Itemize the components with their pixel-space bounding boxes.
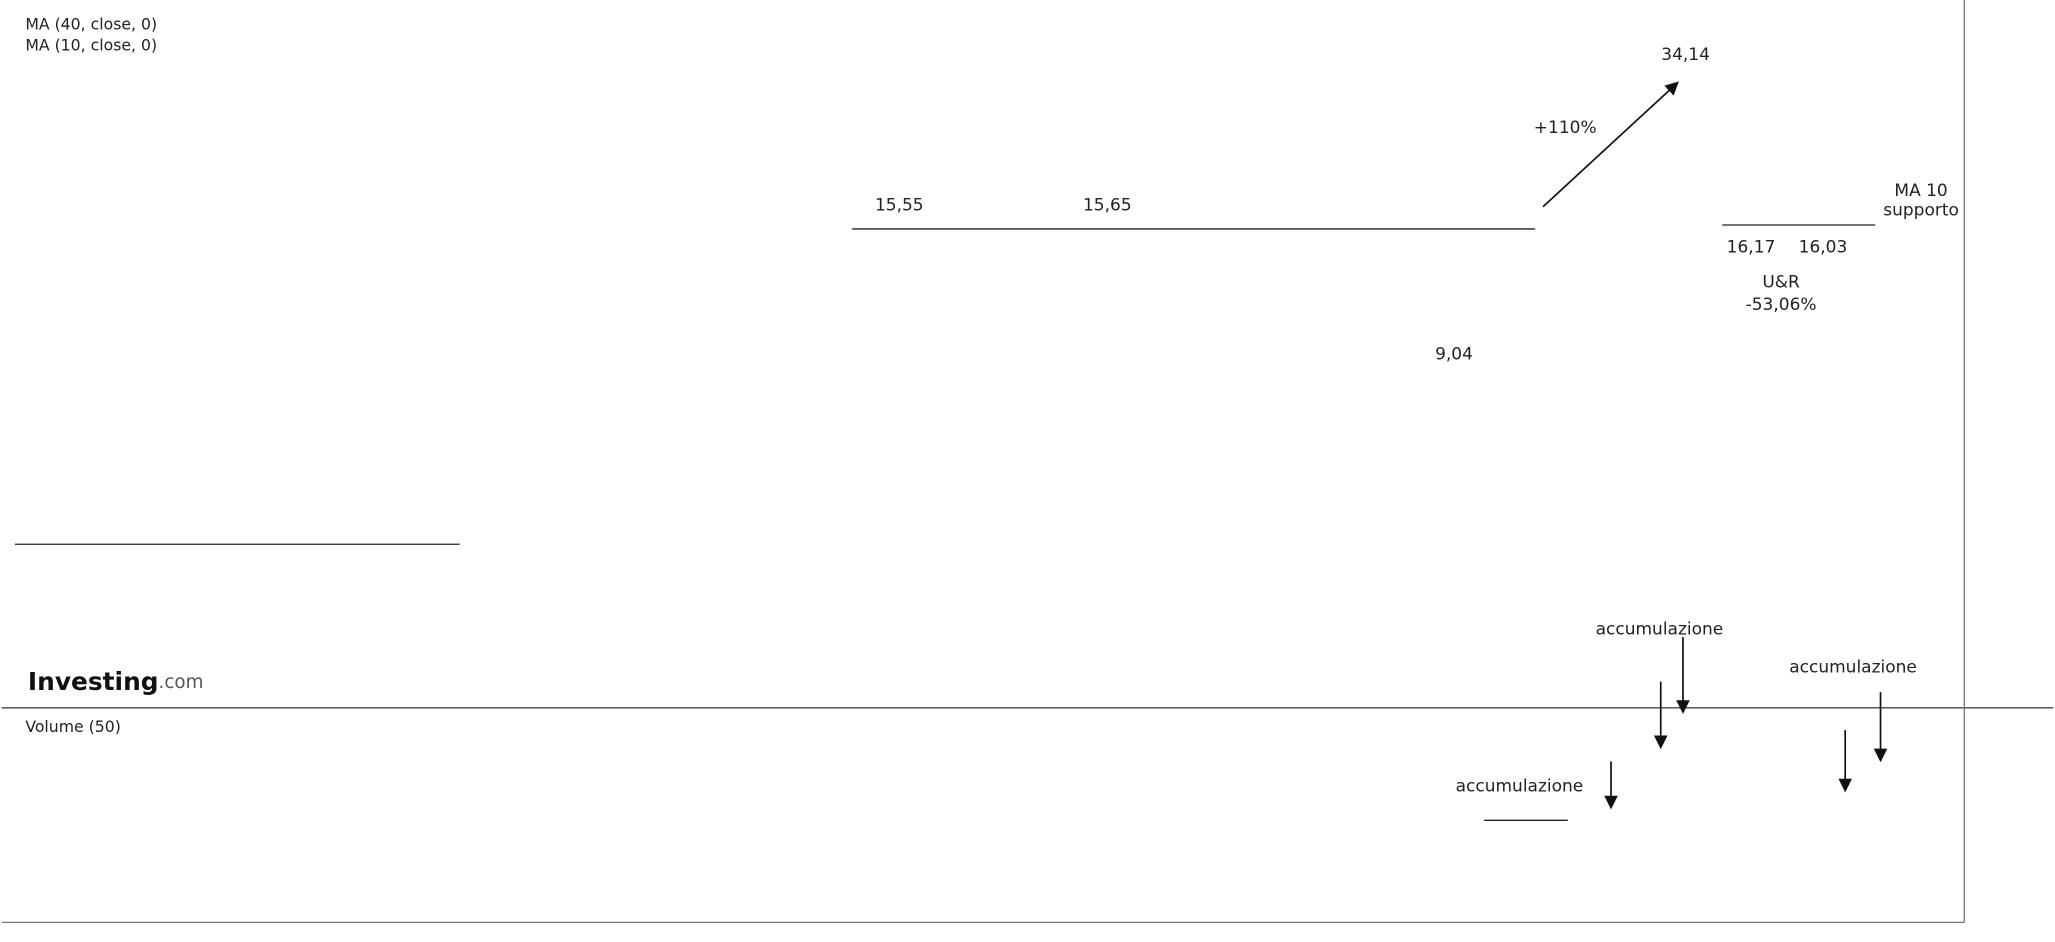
annotation: 15,65 [1083,195,1132,215]
legend-entry: MA (10, close, 0) [25,35,157,54]
annotation: supporto [1883,201,1959,221]
annotation: accumulazione [1789,657,1917,677]
annotation: +110% [1534,118,1597,138]
annotation: U&R [1762,273,1800,293]
watermark-suffix: .com [159,672,204,693]
annotation: 16,17 [1727,237,1776,257]
legend-entry: MA (40, close, 0) [25,14,157,33]
annotation: accumulazione [1456,776,1584,796]
watermark: Investing.com [28,667,204,696]
annotation: 9,04 [1435,345,1473,365]
annotation: 15,55 [875,195,924,215]
annotation: -53,06% [1746,295,1817,315]
annotation: accumulazione [1596,619,1724,639]
arrow [1542,81,1679,208]
annotation: 34,14 [1661,45,1710,65]
annotation: MA 10 [1894,181,1947,201]
volume-title: Volume (50) [25,717,121,736]
watermark-main: Investing [28,667,159,696]
annotation: 16,03 [1799,237,1848,257]
